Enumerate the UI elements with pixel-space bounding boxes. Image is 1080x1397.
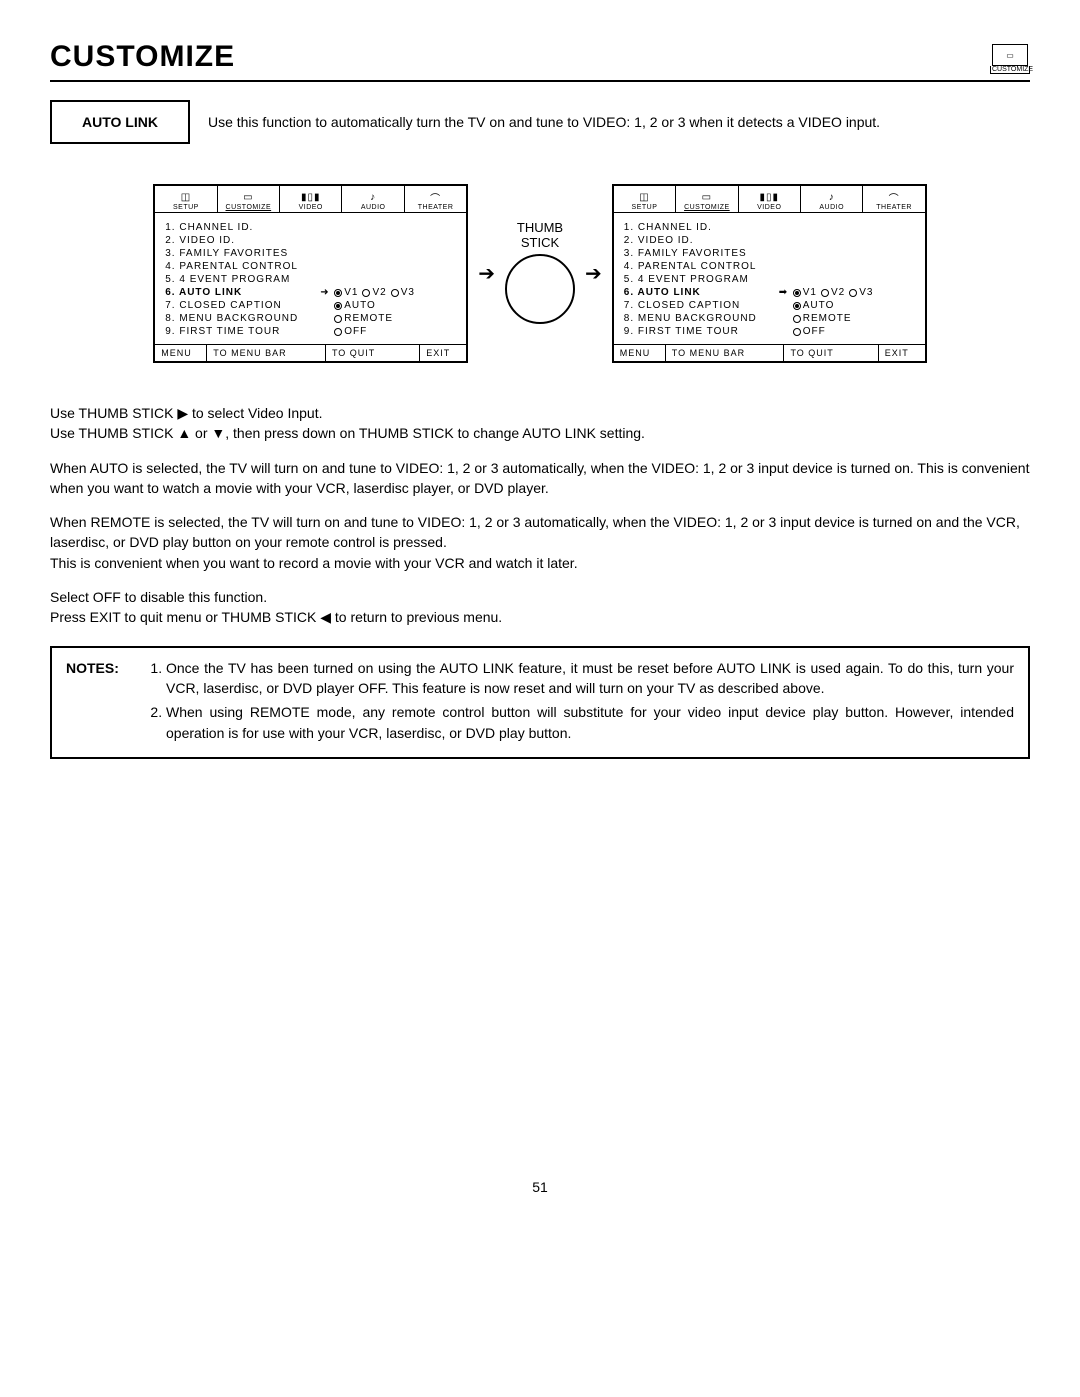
- diagram-row: ◫SETUP▭CUSTOMIZE▮▯▮VIDEO♪AUDIO⌒THEATER1.…: [50, 184, 1030, 363]
- section-icon: ▭ CUSTOMIZE: [990, 44, 1030, 74]
- divider: [50, 80, 1030, 82]
- notes-box: NOTES: Once the TV has been turned on us…: [50, 646, 1030, 759]
- feature-intro-text: Use this function to automatically turn …: [208, 114, 880, 130]
- note-item: When using REMOTE mode, any remote contr…: [166, 702, 1014, 743]
- feature-label-box: AUTO LINK: [50, 100, 190, 144]
- page-number: 51: [50, 1179, 1030, 1195]
- body-text: Use THUMB STICK ▶ to select Video Input.…: [50, 403, 1030, 628]
- arrow-icon: ➔: [478, 261, 495, 286]
- thumb-stick-icon: THUMB STICK: [505, 220, 575, 328]
- note-item: Once the TV has been turned on using the…: [166, 658, 1014, 699]
- arrow-icon: ➔: [585, 261, 602, 286]
- menu-screenshot-left: ◫SETUP▭CUSTOMIZE▮▯▮VIDEO♪AUDIO⌒THEATER1.…: [153, 184, 468, 363]
- menu-screenshot-right: ◫SETUP▭CUSTOMIZE▮▯▮VIDEO♪AUDIO⌒THEATER1.…: [612, 184, 927, 363]
- page-title: CUSTOMIZE: [50, 40, 235, 74]
